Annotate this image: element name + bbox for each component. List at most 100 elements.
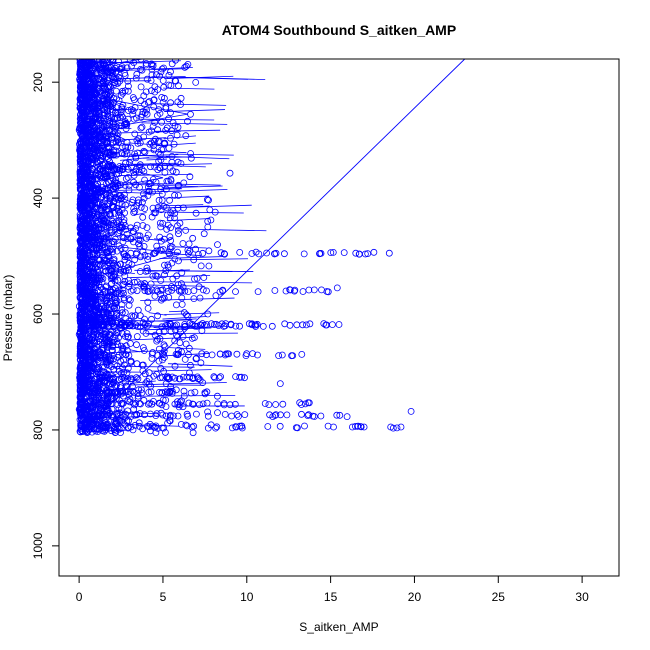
data-point [214,241,221,249]
data-point [143,264,151,272]
data-point [140,167,148,175]
data-point [87,184,94,192]
data-point [190,422,198,430]
data-point [104,200,111,208]
data-point [322,321,330,329]
data-point [106,288,114,296]
data-point [121,361,128,369]
data-point [271,287,279,294]
data-point [118,213,125,221]
data-point [137,59,145,63]
data-point [217,249,225,257]
data-point [92,246,100,254]
data-point [90,421,98,428]
data-point [228,424,236,432]
data-point [87,86,95,93]
data-point [158,190,166,198]
data-point [140,242,148,250]
data-point [111,389,119,397]
data-point [155,196,163,204]
data-point [176,401,184,409]
data-point [133,333,141,340]
data-point [122,201,130,209]
series-connector [164,312,220,315]
data-point [149,188,156,196]
data-point [123,64,131,72]
data-point [85,157,92,165]
data-point [80,174,87,182]
data-point [121,272,129,280]
data-point [129,286,137,294]
data-point [101,351,109,359]
data-point [131,312,139,320]
data-point [88,142,96,150]
series-connector [170,384,205,386]
data-point [124,333,132,341]
data-point [160,351,168,359]
data-point [111,299,119,307]
data-point [105,388,112,396]
series-connector [166,218,211,222]
data-point [77,230,85,238]
data-point [187,389,195,397]
data-point [76,153,84,161]
data-point [150,103,158,111]
data-point [118,205,126,213]
data-point [76,140,83,148]
data-point [115,229,123,237]
data-point [86,179,94,187]
data-point [163,177,171,185]
data-point [138,198,146,206]
data-point [135,135,143,143]
data-point [182,421,190,429]
y-tick-label: 1000 [31,532,45,559]
data-point [139,247,147,255]
data-point [171,337,179,345]
y-tick-label: 400 [31,188,45,208]
data-point [133,374,140,382]
data-point [268,322,276,330]
data-point [157,277,165,284]
data-point [161,162,169,170]
data-point [77,294,85,302]
data-point [83,230,90,238]
data-point [127,224,135,232]
data-point [306,320,314,328]
data-point [140,347,148,354]
series-connector [130,275,211,278]
data-point [125,295,133,303]
data-point [199,400,207,408]
data-point [100,330,108,338]
data-point [95,59,103,64]
data-point [165,293,173,301]
series-connector [148,312,167,316]
data-point [167,99,175,107]
data-point [113,362,121,370]
data-point [95,321,103,329]
data-point [330,423,337,431]
data-point [78,91,85,99]
data-point [156,151,164,159]
data-point [87,189,94,197]
data-point [151,83,159,91]
data-point [133,278,141,286]
data-point [91,137,98,145]
data-point [117,92,125,99]
data-point [111,294,118,301]
data-point [93,373,101,381]
data-point [168,259,176,267]
data-point [241,374,248,382]
data-point [107,332,114,339]
data-point [87,256,95,264]
data-point [154,312,162,320]
data-point [231,400,239,408]
data-point [76,383,84,390]
data-point [167,134,174,142]
data-point [352,249,360,257]
data-point [81,388,88,396]
data-point [81,74,89,82]
data-point [101,424,109,432]
x-tick-label: 0 [76,590,83,604]
data-point [113,247,121,255]
data-point [360,423,368,431]
